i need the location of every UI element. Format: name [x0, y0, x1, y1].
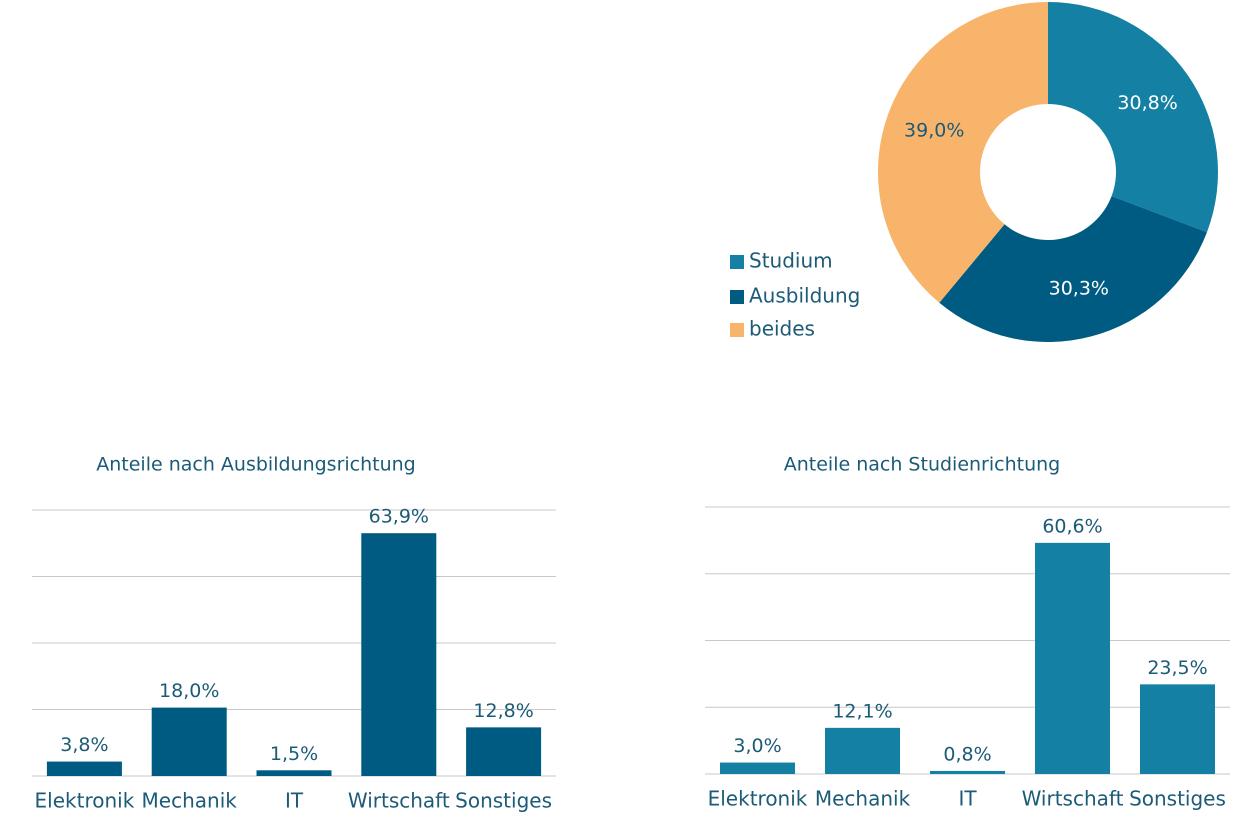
slice-label: 39,0%: [904, 119, 964, 141]
bar: [720, 762, 795, 774]
legend-swatch: [730, 255, 744, 269]
x-tick-label: Sonstiges: [1129, 787, 1226, 811]
bar: [361, 533, 437, 776]
chart-title: Anteile nach Ausbildungsrichtung: [96, 454, 416, 476]
x-tick-label: Mechanik: [815, 787, 911, 811]
value-label: 3,0%: [733, 735, 781, 757]
value-label: 12,1%: [832, 700, 892, 722]
x-tick-label: Mechanik: [142, 789, 238, 813]
bar: [1140, 684, 1215, 774]
donut-slice: [1048, 2, 1218, 233]
bar: [46, 761, 122, 776]
chart-title: Anteile nach Studienrichtung: [784, 454, 1060, 476]
bar: [1035, 542, 1110, 774]
value-label: 1,5%: [270, 743, 318, 765]
value-label: 18,0%: [159, 680, 219, 702]
x-tick-label: Elektronik: [708, 787, 808, 811]
bar: [930, 770, 1005, 774]
x-tick-label: Sonstiges: [455, 789, 552, 813]
donut-slice: [939, 196, 1207, 342]
bar: [466, 727, 542, 776]
value-label: 12,8%: [473, 700, 533, 722]
value-label: 3,8%: [60, 734, 108, 756]
legend-label: Studium: [749, 249, 833, 273]
slice-label: 30,3%: [1049, 278, 1109, 300]
x-tick-label: Elektronik: [35, 789, 135, 813]
value-label: 23,5%: [1147, 657, 1207, 679]
value-label: 60,6%: [1042, 515, 1102, 537]
value-label: 63,9%: [369, 506, 429, 528]
slice-label: 30,8%: [1117, 92, 1177, 114]
bar: [256, 770, 332, 776]
value-label: 0,8%: [943, 743, 991, 765]
legend-swatch: [730, 290, 744, 304]
legend-label: Ausbildung: [749, 284, 860, 308]
x-tick-label: Wirtschaft: [348, 789, 450, 813]
donut-slice: [878, 2, 1048, 303]
x-tick-label: IT: [285, 789, 304, 813]
bar: [151, 707, 227, 776]
bar: [825, 727, 900, 774]
x-tick-label: Wirtschaft: [1022, 787, 1124, 811]
legend-label: beides: [749, 317, 815, 341]
legend-swatch: [730, 323, 744, 337]
x-tick-label: IT: [958, 787, 977, 811]
